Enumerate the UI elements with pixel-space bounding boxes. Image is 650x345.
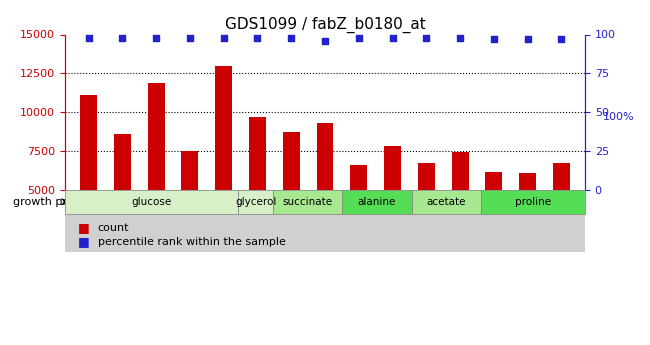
Point [252, 35, 263, 40]
Point [117, 35, 127, 40]
Text: succinate: succinate [283, 197, 333, 207]
Bar [181, 151, 198, 267]
Text: acetate: acetate [426, 197, 466, 207]
Text: glucose: glucose [131, 197, 172, 207]
Point [218, 35, 229, 40]
Bar [80, 95, 97, 267]
Bar [148, 82, 164, 267]
Text: growth protocol: growth protocol [13, 197, 101, 207]
Text: ■: ■ [78, 235, 90, 248]
Text: count: count [98, 223, 129, 233]
Bar [283, 131, 300, 267]
Text: proline: proline [515, 197, 551, 207]
Point [354, 35, 364, 40]
Bar [114, 134, 131, 267]
Point [523, 37, 533, 42]
Point [151, 35, 161, 40]
Point [286, 35, 296, 40]
Title: GDS1099 / fabZ_b0180_at: GDS1099 / fabZ_b0180_at [225, 17, 425, 33]
Point [421, 35, 432, 40]
Bar [452, 152, 469, 267]
Point [387, 35, 398, 40]
Text: percentile rank within the sample: percentile rank within the sample [98, 237, 285, 247]
Point [455, 35, 465, 40]
Point [556, 37, 567, 42]
Bar [519, 174, 536, 267]
Bar [384, 146, 401, 267]
Text: ■: ■ [78, 221, 90, 234]
Bar [553, 162, 570, 267]
Point [83, 35, 94, 40]
Point [320, 38, 330, 43]
Bar [317, 123, 333, 267]
Text: alanine: alanine [358, 197, 396, 207]
Bar [249, 117, 266, 267]
Point [489, 37, 499, 42]
Y-axis label: 100%: 100% [603, 112, 634, 122]
Point [185, 35, 195, 40]
Bar [418, 164, 435, 267]
Bar [350, 165, 367, 267]
Bar [215, 66, 232, 267]
Bar [486, 172, 502, 267]
Text: glycerol: glycerol [235, 197, 276, 207]
